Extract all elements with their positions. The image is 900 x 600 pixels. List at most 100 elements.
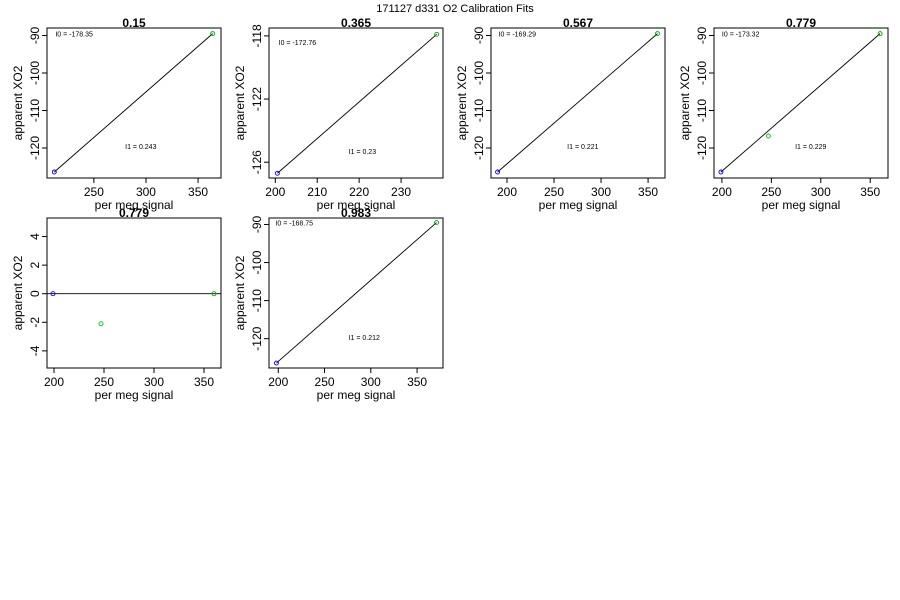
- x-tick-label: 350: [860, 185, 880, 199]
- data-point: [274, 170, 280, 176]
- y-tick-label: 4: [28, 233, 42, 240]
- y-tick-label: -4: [28, 345, 42, 356]
- x-tick-label: 300: [361, 375, 381, 389]
- x-tick-label: 300: [591, 185, 611, 199]
- y-tick-label: -126: [250, 150, 264, 174]
- plot-frame: [713, 27, 889, 179]
- annotation: I1 = 0.212: [349, 335, 380, 342]
- y-axis-label: apparent XO2: [233, 65, 247, 140]
- data-point: [765, 133, 771, 139]
- data-point: [877, 31, 883, 37]
- data-point: [211, 291, 217, 297]
- x-tick-label: 300: [811, 185, 831, 199]
- y-axis-label: apparent XO2: [678, 65, 692, 140]
- panel-5: 200 250 300 350 -4 -2 0 2 4 0.779 per meg signal ap…: [11, 206, 222, 402]
- y-tick-label: -90: [695, 27, 709, 45]
- annotation: I1 = 0.221: [567, 144, 598, 151]
- annotation: I1 = 0.23: [349, 149, 377, 156]
- annotation: I1 = 0.243: [125, 144, 156, 151]
- data-point: [210, 31, 216, 37]
- data-point: [655, 31, 660, 37]
- x-tick-label: 250: [94, 375, 114, 389]
- y-tick-label: -120: [28, 136, 42, 160]
- x-tick-label: 350: [638, 185, 658, 199]
- data-point: [51, 169, 57, 175]
- panel-title: 0.983: [341, 206, 371, 220]
- panel-3: 200 250 300 350 -120 -110 -100 -90 I0 = -169.29 I…: [455, 16, 666, 212]
- plot-frame: [268, 217, 444, 369]
- data-point: [434, 31, 440, 37]
- annotation: I0 = -169.29: [499, 32, 537, 39]
- plot-frame: [490, 27, 666, 179]
- y-tick-label: -90: [472, 27, 486, 45]
- panel-title: 0.365: [341, 16, 371, 30]
- x-tick-label: 350: [407, 375, 427, 389]
- y-tick-label: -122: [250, 87, 264, 111]
- plot-frame: [268, 27, 444, 179]
- panel-2: 200 210 220 230 -126 -122 -118 I0 = -172.76 I1 =…: [233, 16, 444, 212]
- x-axis-label: per meg signal: [95, 388, 174, 402]
- y-tick-label: -100: [472, 61, 486, 85]
- y-axis-label: apparent XO2: [11, 255, 25, 330]
- data-point: [718, 169, 724, 175]
- fit-line: [497, 33, 658, 173]
- y-tick-label: -100: [28, 61, 42, 85]
- y-tick-label: -120: [695, 136, 709, 160]
- panel-4: 200 250 300 350 -120 -110 -100 -90 I0 = -173.32 I…: [678, 16, 889, 212]
- x-tick-label: 250: [84, 185, 104, 199]
- annotation: I0 = -172.76: [279, 40, 317, 47]
- panel-title: 0.567: [563, 16, 593, 30]
- y-tick-label: -120: [250, 326, 264, 350]
- annotation: I1 = 0.229: [795, 144, 826, 151]
- y-tick-label: -110: [28, 99, 42, 122]
- plot-frame: [46, 27, 222, 179]
- annotation: I0 = -168.75: [275, 221, 313, 228]
- x-tick-label: 230: [391, 185, 411, 199]
- y-axis-label: apparent XO2: [233, 255, 247, 330]
- y-tick-label: 2: [28, 261, 42, 268]
- data-point: [434, 220, 439, 226]
- x-tick-label: 210: [307, 185, 327, 199]
- x-axis-label: per meg signal: [317, 198, 396, 212]
- annotation: I0 = -178.35: [55, 32, 93, 39]
- x-tick-label: 200: [497, 185, 517, 199]
- y-tick-label: -110: [695, 99, 709, 122]
- panel-title: 0.15: [122, 16, 146, 30]
- y-tick-label: -100: [250, 250, 264, 274]
- x-axis-label: per meg signal: [95, 198, 174, 212]
- panel-1: 250 300 350 -120 -110 -100 -90 I0 = -178.35 I1 =…: [11, 16, 222, 212]
- data-point: [495, 169, 501, 175]
- x-tick-label: 220: [349, 185, 369, 199]
- x-tick-label: 250: [544, 185, 564, 199]
- fit-line: [53, 33, 213, 173]
- x-tick-label: 300: [136, 185, 156, 199]
- y-tick-label: -90: [250, 215, 264, 233]
- panel-title: 0.779: [786, 16, 816, 30]
- x-tick-label: 250: [315, 375, 335, 389]
- panel-title: 0.779: [119, 206, 149, 220]
- fit-line: [720, 33, 881, 173]
- y-axis-label: apparent XO2: [455, 65, 469, 140]
- panel-6: 200 250 300 350 -120 -110 -100 -90 I0 = -168.75 I…: [233, 206, 444, 402]
- y-tick-label: -110: [250, 289, 264, 312]
- x-axis-label: per meg signal: [539, 198, 618, 212]
- x-axis-label: per meg signal: [317, 388, 396, 402]
- y-tick-label: -90: [28, 27, 42, 45]
- y-tick-label: -120: [472, 136, 486, 160]
- y-tick-label: -100: [695, 61, 709, 85]
- data-point: [273, 360, 279, 366]
- x-tick-label: 250: [761, 185, 781, 199]
- y-tick-label: -118: [250, 24, 264, 47]
- x-tick-label: 200: [265, 185, 285, 199]
- x-tick-label: 350: [194, 375, 214, 389]
- y-tick-label: -2: [28, 317, 42, 328]
- y-tick-label: 0: [28, 290, 42, 297]
- fit-line: [276, 222, 437, 364]
- x-tick-label: 200: [44, 375, 64, 389]
- x-tick-label: 200: [712, 185, 732, 199]
- figure-title: 171127 d331 O2 Calibration Fits: [376, 3, 534, 15]
- plot-frame: [46, 217, 222, 369]
- fit-line: [277, 33, 438, 174]
- x-tick-label: 300: [144, 375, 164, 389]
